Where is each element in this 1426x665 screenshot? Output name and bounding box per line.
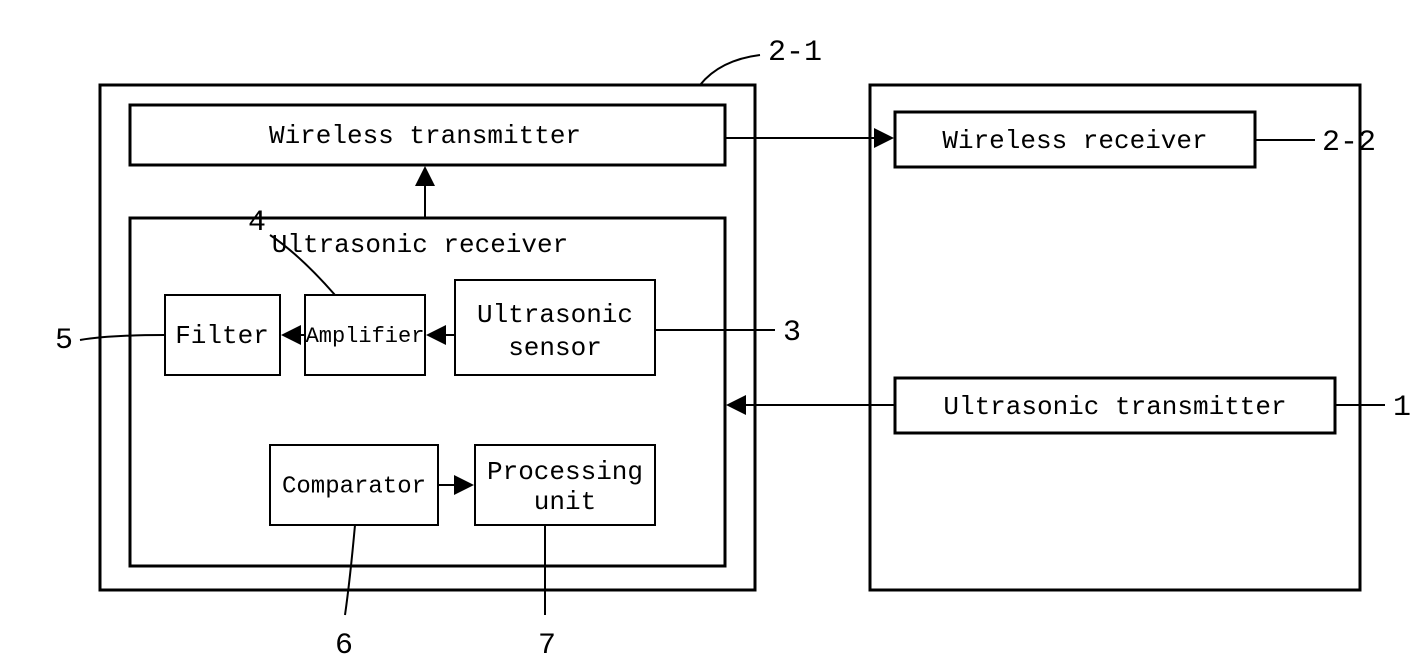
leader-2-1 — [700, 55, 760, 85]
block-diagram: Wireless transmitter Ultrasonic receiver… — [0, 0, 1426, 665]
wireless-transmitter-label: Wireless transmitter — [269, 121, 581, 151]
ref-1: 1 — [1393, 391, 1411, 425]
ref-4: 4 — [248, 206, 266, 240]
leader-6 — [345, 525, 355, 615]
ultrasonic-sensor-label-1: Ultrasonic — [477, 300, 633, 330]
ultrasonic-transmitter-label: Ultrasonic transmitter — [943, 392, 1286, 422]
amplifier-label: Amplifier — [306, 324, 425, 349]
ultrasonic-receiver-box — [130, 218, 725, 566]
wireless-receiver-label: Wireless receiver — [942, 126, 1207, 156]
ref-2-1: 2-1 — [768, 36, 822, 70]
ref-6: 6 — [335, 629, 353, 663]
processing-unit-label-1: Processing — [487, 457, 643, 487]
ultrasonic-sensor-label-2: sensor — [508, 333, 602, 363]
ref-5: 5 — [55, 324, 73, 358]
right-system-box — [870, 85, 1360, 590]
comparator-label: Comparator — [282, 473, 426, 500]
ultrasonic-receiver-label: Ultrasonic receiver — [272, 230, 568, 260]
leader-5 — [80, 335, 165, 340]
ref-3: 3 — [783, 316, 801, 350]
processing-unit-label-2: unit — [534, 487, 596, 517]
ref-2-2: 2-2 — [1322, 126, 1376, 160]
ref-7: 7 — [538, 629, 556, 663]
filter-label: Filter — [175, 321, 269, 351]
